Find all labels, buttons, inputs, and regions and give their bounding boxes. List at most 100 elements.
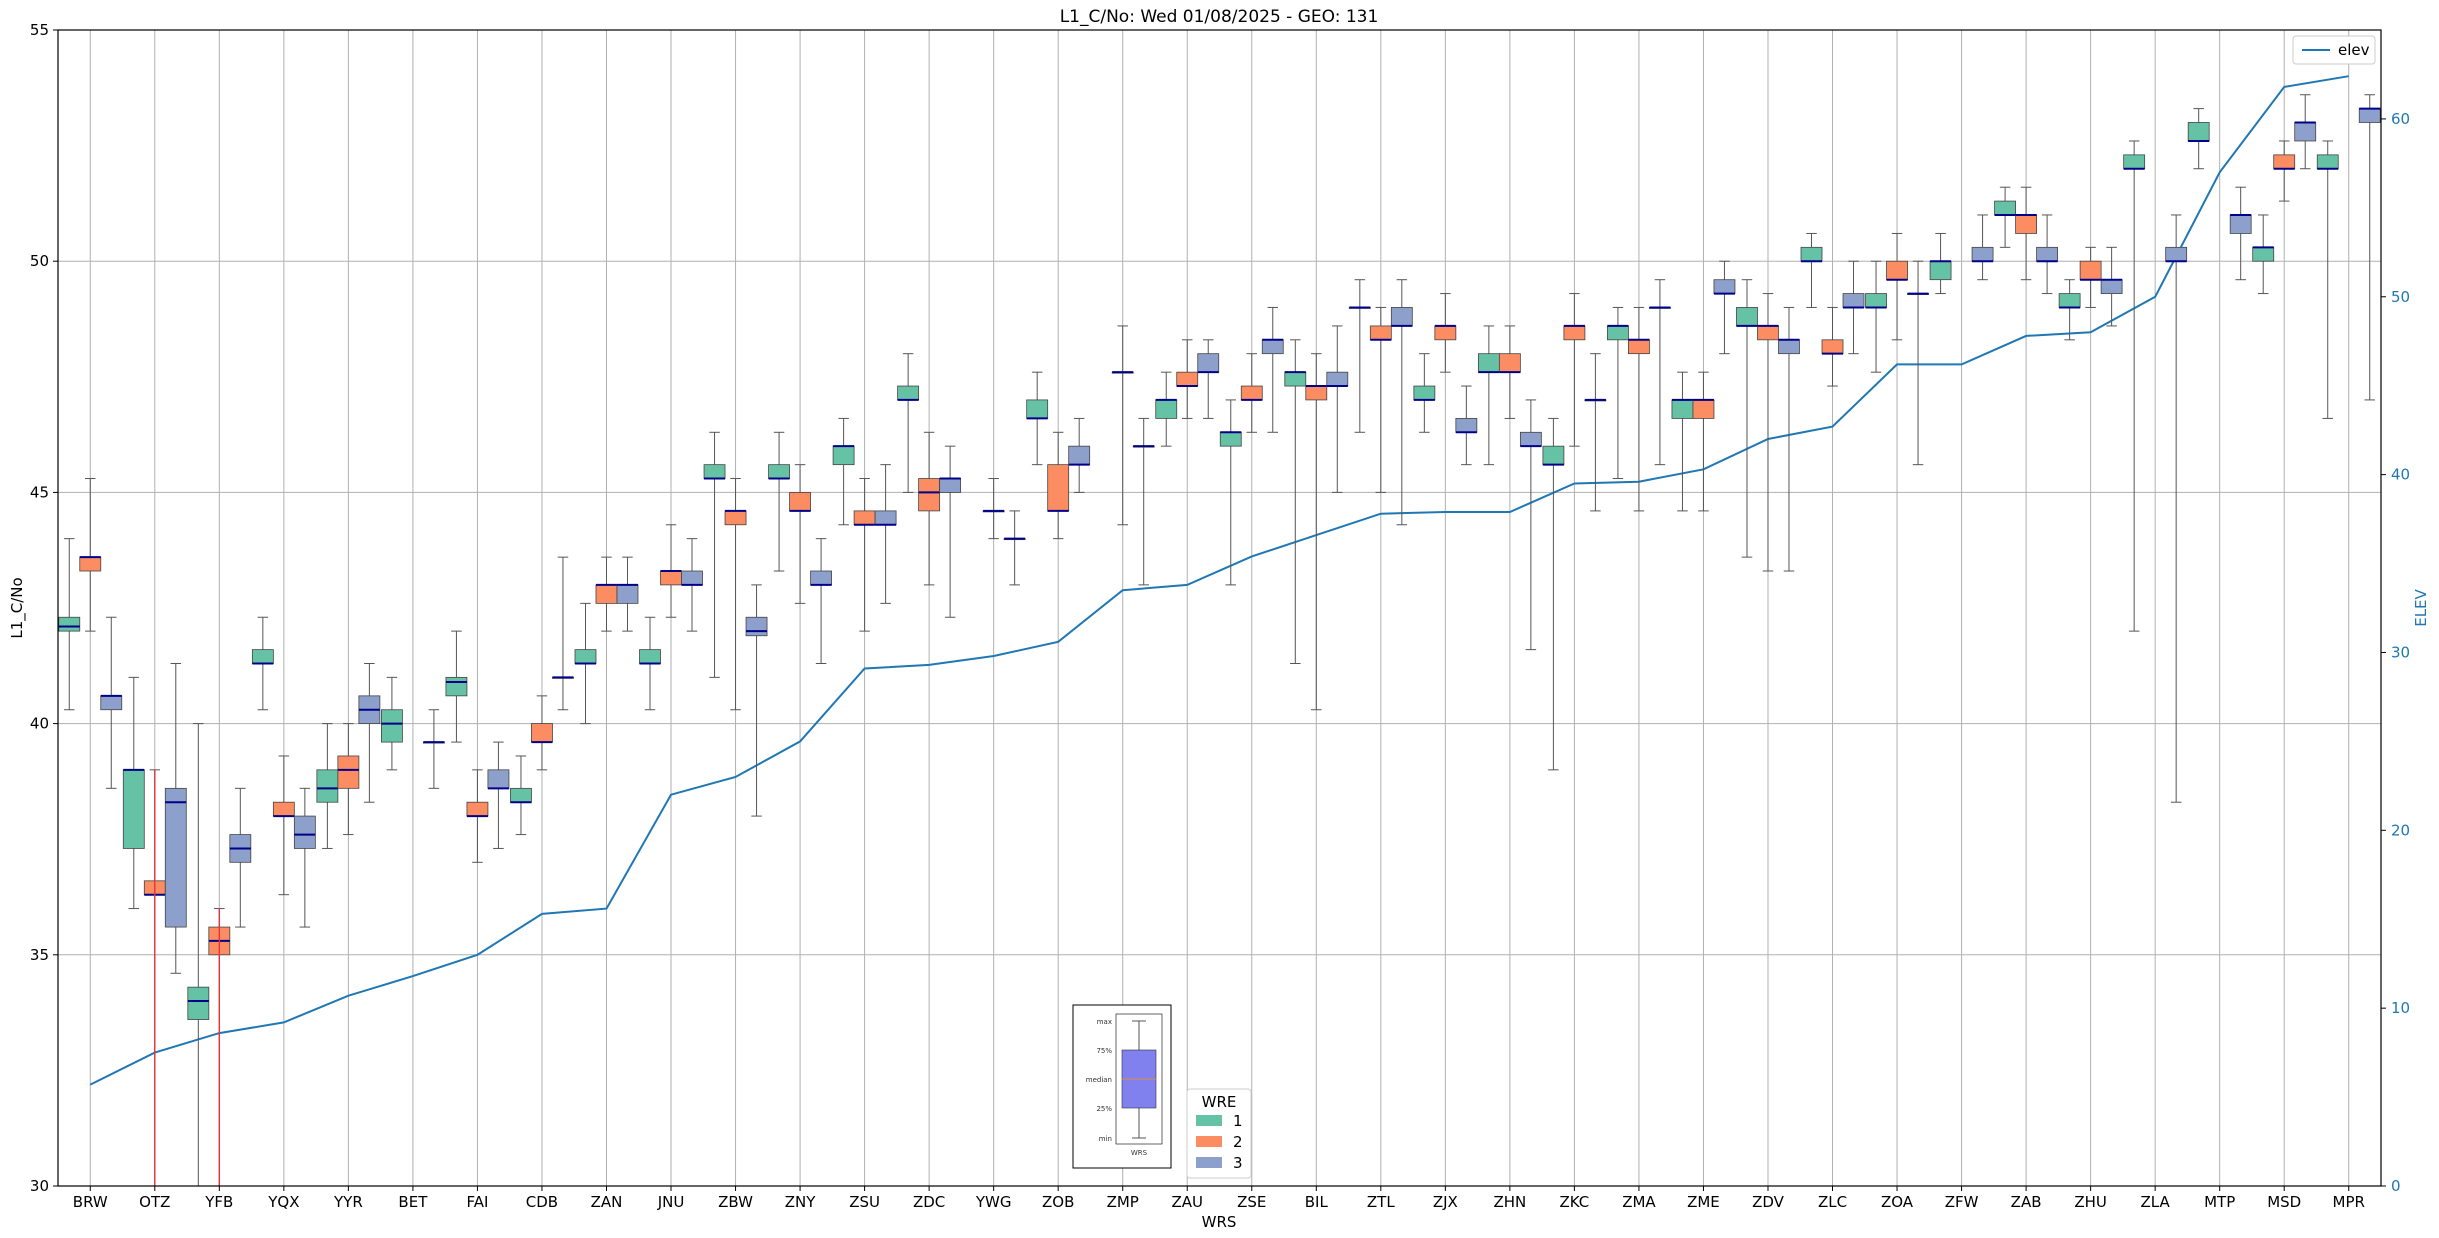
box-iqr [1736,307,1758,327]
x-tick-label: MPR [2333,1193,2365,1211]
box-iqr [1971,246,1994,262]
box-wre-1-jnu [639,616,661,711]
x-tick-label: ZHU [2074,1193,2107,1211]
box-iqr [2294,122,2317,142]
box-wre-3-zdc [939,445,962,618]
chart-title: L1_C/No: Wed 01/08/2025 - GEO: 131 [1060,7,1379,27]
box-iqr [1326,371,1349,387]
box-wre-1-zoa [1865,260,1887,373]
box-wre-3-jnu [681,538,703,632]
x-tick-label: ZBW [718,1193,753,1211]
box-iqr [381,709,403,743]
box-iqr [874,510,897,526]
box-wre-1-msd [2252,214,2275,295]
box-iqr [574,649,597,664]
box-iqr [316,769,339,803]
wre-legend-swatch [1196,1115,1222,1126]
inset-label-75: 75% [1096,1047,1112,1055]
box-iqr [1284,371,1307,387]
box-iqr [2036,246,2058,262]
inset-plot-frame [1115,1013,1163,1145]
box-wre-2-msd [2273,140,2296,202]
box-iqr [1865,293,1887,308]
x-tick-label: ZTL [1367,1193,1395,1211]
box-iqr [337,755,360,789]
box-iqr [660,570,682,586]
x-tick-label: ZLA [2141,1193,2171,1211]
box-iqr [2165,246,2188,262]
box-wre-1-yfb [187,723,210,1187]
box-wre-1-zfw [1929,232,1952,295]
box-wre-3-zkc [1584,353,1607,512]
wre-legend-frame [1186,1088,1252,1179]
box-iqr [1671,399,1694,419]
box-iqr [1390,307,1413,327]
box-wre-2-zab [2015,186,2037,281]
box-wre-2-zjx [1434,293,1457,373]
box-wre-1-zdv [1736,279,1758,558]
box-wre-3-yyr [358,662,381,803]
box-iqr [510,787,532,803]
box-wre-2-cdb [531,695,553,771]
box-wre-2-zdc [918,431,941,586]
box-wre-3-zob [1068,417,1091,493]
box-iqr [745,616,768,637]
x-tick-label: BRW [73,1193,108,1211]
box-wre-3-zoa [1907,260,1929,466]
box-wre-3-zsu [874,464,897,604]
box-iqr [1628,339,1650,355]
box-iqr [1047,464,1070,512]
box-wre-2-yqx [272,755,295,896]
x-tick-label: MSD [2267,1193,2301,1211]
box-iqr [789,491,811,512]
box-wre-3-zan [616,556,639,632]
box-wre-2-zan [595,556,618,632]
box-wre-2-zkc [1563,293,1586,447]
box-iqr [616,584,639,604]
box-iqr [853,510,876,526]
box-iqr [1886,260,1908,281]
elev-line [89,75,2349,1086]
elev-legend-frame [2292,35,2376,65]
box-iqr [2316,154,2339,170]
box-iqr [531,723,553,743]
x-tick-label: ZKC [1560,1193,1590,1211]
box-iqr [79,556,102,572]
box-wre-2-zhu [2079,246,2102,308]
y2-tick-label: 50 [2391,288,2410,306]
box-wre-2-zau [1176,339,1199,419]
y2-tick-label: 20 [2391,821,2410,839]
y-tick-label: 45 [30,483,49,501]
x-tick-label: ZSU [849,1193,880,1211]
box-wre-1-zhn [1477,325,1500,466]
inset-xlabel: WRS [1131,1149,1148,1157]
box-wre-1-zjx [1413,353,1436,433]
box-wre-1-mpr [2316,140,2339,419]
box-wre-3-zny [810,538,832,664]
box-iqr [1155,399,1178,419]
elev-legend: elev [2292,35,2376,65]
box-wre-1-zbw [703,431,726,678]
box-wre-3-zfw [1971,214,1994,281]
box-iqr [1800,246,1823,262]
box-iqr [2273,154,2296,170]
elev-legend-label: elev [2338,41,2370,59]
box-plots [58,94,2381,1187]
box-iqr [466,801,489,817]
x-tick-label: ZDC [913,1193,945,1211]
box-wre-3-cdb [552,556,574,711]
box-wre-1-zlc [1800,232,1823,308]
box-iqr [445,676,468,697]
box-iqr [2358,108,2381,123]
wre-legend-label: 3 [1233,1154,1243,1172]
wre-legend-swatch [1196,1136,1222,1147]
y2-tick-label: 0 [2391,1177,2401,1195]
box-iqr [768,464,790,479]
x-tick-label: FAI [466,1193,488,1211]
box-wre-3-yfb [229,787,252,928]
box-iqr [918,478,941,512]
box-wre-1-zkc [1542,417,1565,771]
x-tick-label: YYR [333,1193,363,1211]
box-iqr [2079,260,2102,281]
box-wre-1-bet [381,676,403,771]
